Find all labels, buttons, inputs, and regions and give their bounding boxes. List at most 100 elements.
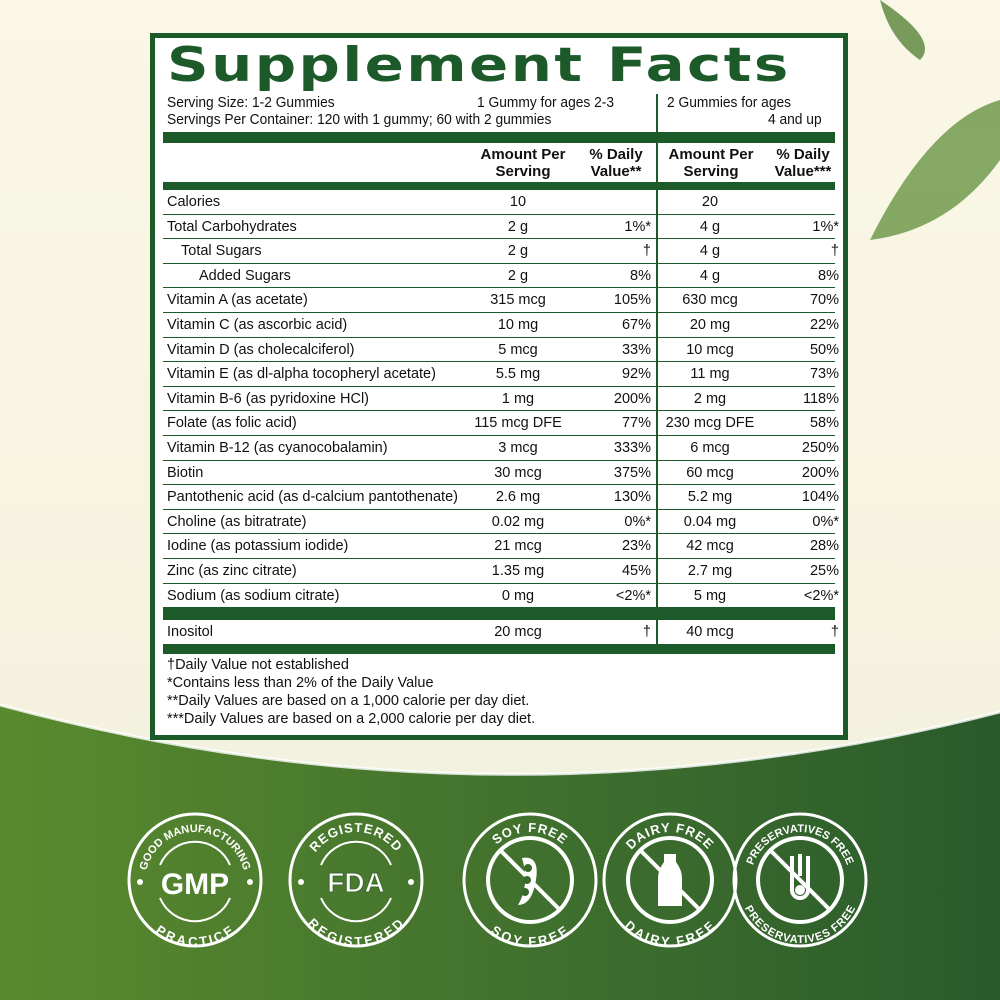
amount-1: 2 g	[507, 218, 529, 235]
badge-test-tube: PRESERVATIVES FREE PRESERVATIVES FREE	[730, 810, 870, 950]
amount-1: 2.6 mg	[495, 489, 541, 506]
daily-value-2: 22%	[809, 317, 839, 333]
nutrient-name: Sodium (as sodium citrate)	[167, 587, 340, 604]
table-row: Biotin 30 mcg 375% 60 mcg 200%	[163, 461, 839, 486]
divider-bar	[163, 182, 835, 190]
daily-value-1: 23%	[621, 538, 651, 555]
table-row: Folate (as folic acid) 115 mcg DFE 77% 230 …	[163, 411, 839, 436]
daily-value-2: 70%	[809, 292, 839, 309]
daily-value-1: 200%	[613, 390, 651, 407]
footnote: †Daily Value not established	[167, 657, 349, 673]
amount-2: 11 mg	[690, 366, 730, 383]
nutrient-name: Choline (as bitratrate)	[167, 513, 307, 530]
amount-2: 20	[701, 194, 719, 210]
amount-1: 10	[509, 194, 527, 210]
daily-value-2: 200%	[801, 464, 839, 481]
table-row: Zinc (as zinc citrate) 1.35 mg 45% 2.7 mg 25…	[163, 559, 839, 584]
divider	[656, 94, 658, 132]
daily-value-2: 104%	[801, 489, 839, 506]
column1-label: 1 Gummy for ages 2-3	[477, 95, 615, 111]
nutrient-name: Vitamin D (as cholecalciferol)	[167, 341, 355, 358]
milk-bottle-icon: DAIRY FREE DAIRY FREE	[602, 812, 738, 949]
daily-value-2: 58%	[809, 415, 839, 432]
header-dv1: % Daily Value**	[589, 146, 643, 180]
daily-value-1: <2%*	[615, 587, 651, 604]
badge-center-text: GMP	[161, 868, 229, 901]
daily-value-2: <2%*	[803, 587, 839, 604]
footnote: ***Daily Values are based on a 2,000 cal…	[167, 711, 536, 727]
amount-1: 21 mcg	[494, 538, 542, 555]
daily-value-2: 28%	[809, 538, 839, 555]
servings-per-container: Servings Per Container: 120 with 1 gummy…	[167, 112, 552, 128]
nutrient-name: Calories	[167, 194, 221, 210]
amount-2: 5.2 mg	[687, 489, 733, 506]
amount-1: 1 mg	[501, 390, 535, 407]
badge-milk-bottle: DAIRY FREE DAIRY FREE	[600, 810, 740, 950]
daily-value-1: †	[642, 243, 651, 260]
daily-value-1: 67%	[621, 317, 651, 333]
table-row: Choline (as bitratrate) 0.02 mg 0%* 0.04 mg…	[163, 510, 839, 535]
nutrient-name: Vitamin B-6 (as pyridoxine HCl)	[167, 390, 369, 407]
nutrient-name: Vitamin C (as ascorbic acid)	[167, 317, 348, 333]
table-row: Vitamin C (as ascorbic acid) 10 mg 67% 20 m…	[163, 313, 839, 338]
footnote: **Daily Values are based on a 1,000 calo…	[167, 693, 530, 709]
daily-value-2: 25%	[809, 563, 839, 579]
amount-2: 20 mg	[689, 317, 731, 333]
amount-1: 315 mcg	[490, 292, 546, 309]
badge-bottom-text: SOY FREE	[489, 922, 571, 949]
amount-1: 115 mcg DFE	[474, 415, 562, 432]
table-row: Calories 10 20	[163, 190, 835, 215]
amount-1: 2 g	[507, 267, 529, 284]
nutrient-name: Iodine (as potassium iodide)	[167, 538, 349, 555]
amount-2: 630 mcg	[682, 292, 738, 309]
table-row: Vitamin B-12 (as cyanocobalamin) 3 mcg 333…	[163, 436, 839, 461]
amount-2: 42 mcg	[686, 538, 734, 555]
badge-bottom-text: PRACTICE	[153, 922, 236, 949]
table-row: Pantothenic acid (as d-calcium pantothen…	[163, 485, 839, 510]
daily-value-2: 250%	[801, 440, 839, 456]
amount-2: 5 mg	[693, 587, 727, 604]
nutrient-name: Total Sugars	[181, 243, 262, 260]
amount-1: 2 g	[507, 243, 529, 260]
amount-1: 10 mg	[497, 317, 539, 333]
daily-value-2: 0%*	[812, 513, 839, 530]
nutrient-name: Added Sugars	[199, 267, 291, 284]
daily-value-2: 73%	[809, 366, 839, 383]
daily-value-1: †	[642, 624, 651, 640]
amount-1: 20 mcg	[494, 624, 542, 640]
nutrient-name: Vitamin A (as acetate)	[167, 292, 308, 309]
badge-soybean: SOY FREE SOY FREE	[460, 810, 600, 950]
fda-icon: FDA REGISTERED REGISTERED	[288, 812, 424, 949]
daily-value-2: †	[830, 243, 839, 260]
header-amount1: Amount Per Serving	[480, 146, 566, 180]
badge-bottom-text: PRESERVATIVES FREE	[742, 904, 858, 947]
daily-value-1: 105%	[613, 292, 651, 309]
nutrient-name: Vitamin B-12 (as cyanocobalamin)	[167, 440, 388, 456]
nutrient-name: Pantothenic acid (as d-calcium pantothen…	[167, 489, 458, 506]
badge-center-text: FDA	[327, 867, 385, 898]
panel-title: Supplement Facts	[167, 38, 791, 93]
badge-fda: FDA REGISTERED REGISTERED	[286, 810, 426, 950]
amount-2: 230 mcg DFE	[665, 415, 755, 432]
column2-label-line2: 4 and up	[768, 112, 822, 128]
daily-value-2: 1%*	[812, 218, 839, 235]
amount-2: 40 mcg	[686, 624, 734, 640]
nutrient-name: Vitamin E (as dl-alpha tocopheryl acetat…	[167, 366, 436, 383]
daily-value-2: †	[830, 624, 839, 640]
amount-2: 10 mcg	[686, 341, 734, 358]
table-row: Sodium (as sodium citrate) 0 mg <2%* 5 mg <2…	[163, 584, 839, 609]
daily-value-1: 92%	[621, 366, 651, 383]
amount-2: 2.7 mg	[687, 563, 733, 579]
header-amount2: Amount Per Serving	[668, 146, 754, 180]
amount-2: 2 mg	[693, 390, 727, 407]
amount-1: 5.5 mg	[495, 366, 541, 383]
amount-1: 30 mcg	[494, 464, 542, 481]
badge-bottom-text: REGISTERED	[305, 915, 406, 949]
badge-gmp: GMP GOOD MANUFACTURING PRACTICE	[125, 810, 265, 950]
supplement-facts-panel: Supplement Facts Serving Size: 1-2 Gummi…	[150, 33, 848, 740]
table-row: Vitamin E (as dl-alpha tocopheryl acetat…	[163, 362, 839, 387]
amount-1: 0.02 mg	[491, 513, 545, 530]
amount-1: 1.35 mg	[491, 563, 545, 579]
daily-value-2: 118%	[802, 390, 839, 407]
badge-top-text: GOOD MANUFACTURING	[138, 823, 253, 872]
